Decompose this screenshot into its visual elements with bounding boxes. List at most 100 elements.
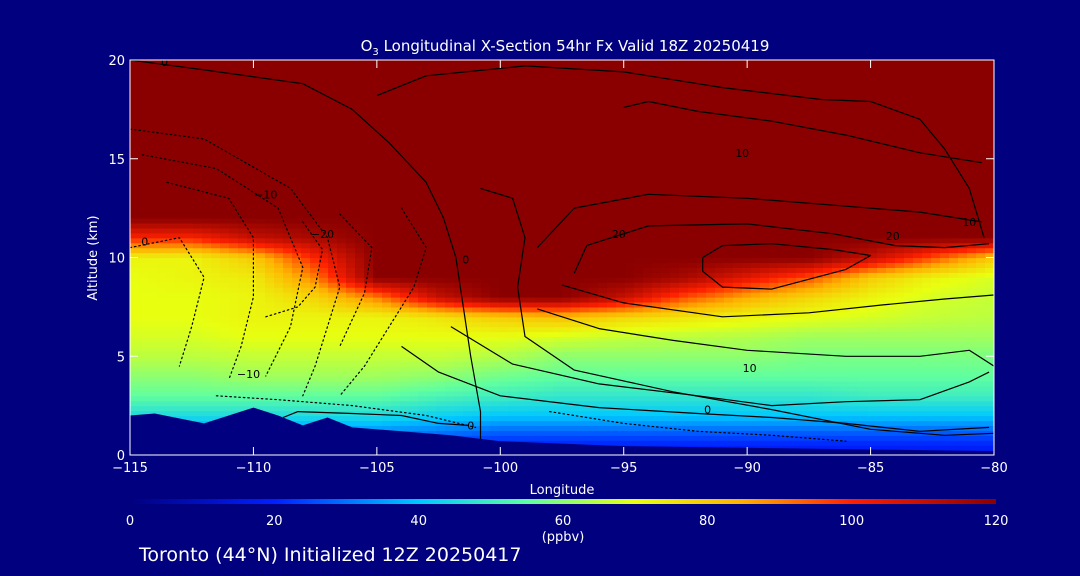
- heatmap-cell: [355, 306, 365, 313]
- heatmap-cell: [220, 297, 230, 303]
- heatmap-cell: [202, 316, 212, 323]
- heatmap-cell: [499, 400, 509, 407]
- heatmap-cell: [166, 247, 176, 254]
- heatmap-cell: [886, 385, 896, 392]
- heatmap-cell: [706, 326, 716, 333]
- heatmap-cell: [157, 336, 167, 343]
- heatmap-cell: [895, 356, 905, 362]
- heatmap-cell: [220, 227, 230, 234]
- heatmap-cell: [229, 380, 239, 387]
- heatmap-cell: [670, 213, 680, 219]
- heatmap-cell: [427, 227, 437, 234]
- heatmap-cell: [400, 282, 410, 288]
- heatmap-cell: [616, 410, 626, 417]
- heatmap-cell: [805, 267, 815, 273]
- heatmap-cell: [148, 222, 158, 229]
- heatmap-cell: [850, 262, 860, 268]
- heatmap-cell: [328, 218, 338, 224]
- heatmap-cell: [616, 218, 626, 224]
- heatmap-cell: [679, 341, 689, 347]
- heatmap-cell: [193, 218, 203, 224]
- heatmap-cell: [823, 415, 833, 422]
- heatmap-cell: [472, 331, 482, 338]
- heatmap-cell: [175, 282, 185, 288]
- heatmap-cell: [607, 272, 617, 278]
- heatmap-cell: [634, 341, 644, 347]
- heatmap-cell: [463, 213, 473, 219]
- heatmap-cell: [850, 346, 860, 352]
- heatmap-cell: [868, 257, 878, 264]
- heatmap-cell: [589, 218, 599, 224]
- heatmap-cell: [877, 420, 887, 426]
- heatmap-cell: [481, 257, 491, 264]
- heatmap-cell: [688, 430, 698, 436]
- heatmap-cell: [544, 430, 554, 436]
- heatmap-cell: [166, 262, 176, 268]
- heatmap-cell: [769, 282, 779, 288]
- heatmap-cell: [490, 351, 500, 357]
- heatmap-cell: [670, 376, 680, 382]
- heatmap-cell: [508, 336, 518, 343]
- heatmap-cell: [265, 400, 275, 407]
- heatmap-cell: [247, 316, 257, 323]
- heatmap-cell: [472, 376, 482, 382]
- heatmap-cell: [823, 326, 833, 333]
- heatmap-cell: [616, 346, 626, 352]
- heatmap-cell: [364, 410, 374, 417]
- heatmap-cell: [742, 380, 752, 387]
- heatmap-cell: [274, 371, 284, 377]
- heatmap-cell: [508, 356, 518, 362]
- heatmap-cell: [472, 297, 482, 303]
- heatmap-cell: [175, 376, 185, 382]
- heatmap-cell: [301, 267, 311, 273]
- heatmap-cell: [238, 301, 248, 308]
- heatmap-cell: [886, 213, 896, 219]
- heatmap-cell: [976, 316, 986, 323]
- heatmap-cell: [256, 371, 266, 377]
- heatmap-cell: [616, 306, 626, 313]
- heatmap-cell: [472, 311, 482, 318]
- heatmap-cell: [670, 331, 680, 338]
- heatmap-cell: [796, 218, 806, 224]
- heatmap-cell: [283, 203, 293, 209]
- heatmap-cell: [778, 445, 788, 451]
- heatmap-cell: [535, 366, 545, 372]
- heatmap-cell: [652, 301, 662, 308]
- heatmap-cell: [832, 321, 842, 328]
- heatmap-cell: [769, 222, 779, 229]
- heatmap-cell: [634, 361, 644, 367]
- heatmap-cell: [256, 252, 266, 259]
- heatmap-cell: [175, 262, 185, 268]
- heatmap-cell: [310, 277, 320, 283]
- heatmap-cell: [211, 242, 221, 249]
- heatmap-cell: [697, 366, 707, 372]
- heatmap-cell: [274, 361, 284, 367]
- heatmap-cell: [787, 198, 797, 204]
- heatmap-cell: [778, 395, 788, 402]
- heatmap-cell: [499, 341, 509, 347]
- heatmap-cell: [877, 336, 887, 343]
- heatmap-cell: [697, 361, 707, 367]
- heatmap-cell: [535, 321, 545, 328]
- heatmap-cell: [832, 371, 842, 377]
- heatmap-cell: [427, 356, 437, 362]
- heatmap-cell: [175, 237, 185, 244]
- heatmap-cell: [598, 385, 608, 392]
- heatmap-cell: [940, 371, 950, 377]
- heatmap-cell: [139, 395, 149, 402]
- heatmap-cell: [625, 366, 635, 372]
- heatmap-cell: [211, 380, 221, 387]
- heatmap-cell: [463, 316, 473, 323]
- heatmap-cell: [895, 390, 905, 397]
- heatmap-cell: [319, 252, 329, 259]
- heatmap-cell: [715, 311, 725, 318]
- heatmap-cell: [211, 306, 221, 313]
- heatmap-cell: [886, 198, 896, 204]
- heatmap-cell: [652, 395, 662, 402]
- heatmap-cell: [382, 366, 392, 372]
- heatmap-cell: [463, 395, 473, 402]
- heatmap-cell: [598, 415, 608, 422]
- heatmap-cell: [922, 242, 932, 249]
- heatmap-cell: [643, 218, 653, 224]
- heatmap-cell: [463, 237, 473, 244]
